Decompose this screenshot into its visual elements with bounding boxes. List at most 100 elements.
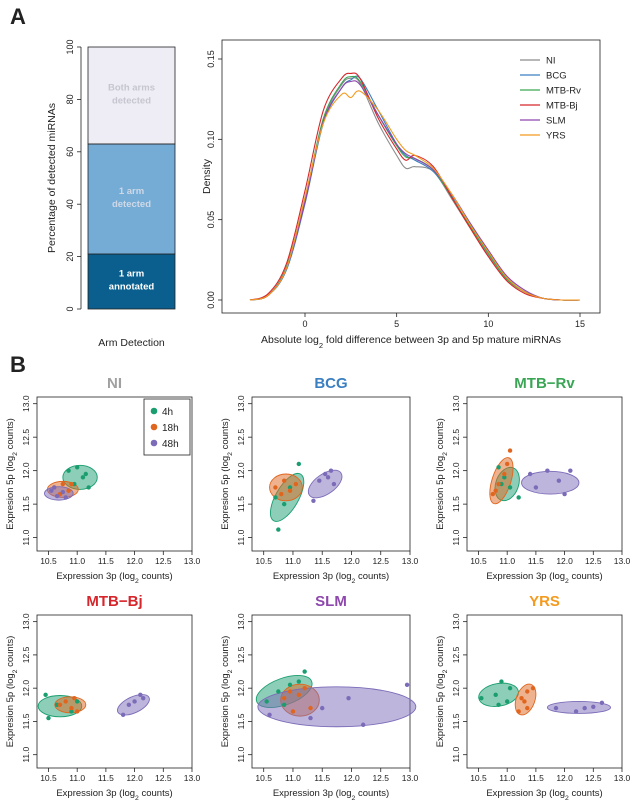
data-point-18h: [273, 485, 278, 490]
y-tick-label: 12.0: [21, 680, 31, 697]
y-tick-label: 60: [65, 147, 75, 157]
x-tick-label: 12.5: [155, 556, 172, 566]
data-point-18h: [60, 481, 66, 487]
data-point-48h: [331, 481, 337, 487]
scatter-panel-YRS: YRS 10.5 11.0 11.5 12.0 12.5 13.0 11.0 11.5 12.0 1…: [435, 593, 631, 800]
y-tick-label: 13.0: [451, 613, 461, 630]
y-tick-label: 11.0: [236, 529, 246, 545]
density-series-line: [249, 75, 581, 301]
x-tick-label: 11.5: [314, 556, 330, 566]
data-point-4h: [516, 495, 521, 500]
data-point-18h: [525, 705, 530, 711]
x-tick-label: 5: [394, 319, 399, 329]
y-axis-label: Expresion 5p (log2 counts): [435, 418, 449, 530]
data-point-4h: [479, 695, 484, 701]
y-tick-label: 11.5: [451, 713, 461, 729]
y-tick-label: 11.0: [236, 746, 246, 762]
data-point-18h: [57, 702, 63, 708]
data-point-48h: [54, 493, 60, 499]
group-ellipse-48h: [307, 469, 343, 499]
data-point-18h: [504, 461, 510, 467]
x-tick-label: 15: [575, 319, 585, 329]
legend-marker: [150, 423, 158, 431]
density-series-line: [249, 77, 581, 301]
y-axis-label: Expresion 5p (log2 counts): [220, 418, 234, 530]
group-ellipse-48h: [117, 694, 150, 716]
x-tick-label: 13.0: [614, 556, 631, 566]
x-tick-label: 13.0: [402, 773, 419, 783]
y-axis-label: Expresion 5p (log2 counts): [5, 636, 19, 748]
x-tick-label: 11.0: [499, 556, 515, 566]
x-axis-label: Expression 3p (log2 counts): [486, 788, 602, 800]
x-tick-label: 11.0: [285, 556, 301, 566]
x-tick-label: 10.5: [255, 556, 272, 566]
y-tick-label: 12.5: [21, 646, 31, 663]
scatter-panels: NI 10.5 11.0 11.5 12.0 12.5 13.0 11.0 11.5 12.0 12…: [5, 375, 631, 800]
data-point-48h: [141, 695, 146, 701]
x-tick-label: 10.5: [255, 773, 272, 783]
data-point-48h: [591, 704, 596, 709]
y-tick-label: 20: [65, 252, 75, 262]
y-tick-label: 80: [65, 94, 75, 104]
x-tick-label: 10.5: [470, 773, 487, 783]
data-point-48h: [320, 705, 325, 711]
data-point-18h: [281, 478, 287, 483]
data-point-48h: [49, 488, 54, 493]
y-tick-label: 11.5: [21, 713, 31, 729]
x-axis-label: Expression 3p (log2 counts): [486, 571, 602, 585]
data-point-4h: [276, 527, 281, 532]
data-point-18h: [296, 692, 302, 698]
data-point-48h: [328, 468, 334, 473]
x-tick-label: 12.0: [126, 556, 143, 566]
density-chart: 0 5 10 15 0.00 0.05 0.10 0.15 Density Absolute lo…: [201, 39, 601, 350]
data-point-4h: [507, 485, 513, 490]
x-tick-label: 13.0: [184, 556, 201, 566]
data-point-48h: [404, 682, 410, 688]
data-point-4h: [66, 468, 71, 473]
data-point-18h: [490, 491, 496, 497]
data-point-48h: [533, 485, 539, 490]
data-point-4h: [502, 475, 507, 480]
panel-title: YRS: [529, 593, 560, 610]
y-tick-label: 12.5: [236, 646, 246, 663]
plot-frame: [466, 396, 623, 552]
density-series-line: [249, 80, 581, 301]
bar-segment: [87, 143, 176, 255]
legend-label: MTB-Rv: [546, 86, 581, 97]
y-tick-label: 11.0: [451, 746, 461, 762]
data-point-48h: [556, 478, 562, 483]
y-axis-label: Density: [201, 158, 213, 194]
x-tick-label: 11.0: [69, 773, 85, 783]
panel-title: SLM: [315, 593, 347, 610]
legend-label: 48h: [162, 439, 179, 450]
data-point-4h: [507, 685, 513, 691]
data-point-48h: [311, 498, 316, 503]
y-tick-label: 12.5: [236, 429, 246, 446]
density-series-line: [249, 75, 581, 301]
y-tick-label: 13.0: [451, 395, 461, 412]
data-point-48h: [346, 695, 351, 701]
x-tick-label: 12.5: [372, 773, 389, 783]
data-point-48h: [322, 471, 328, 477]
data-point-18h: [525, 689, 530, 694]
x-tick-label: 12.0: [556, 773, 573, 783]
data-point-48h: [527, 471, 533, 477]
data-point-48h: [132, 699, 137, 704]
data-point-18h: [69, 705, 74, 711]
data-point-18h: [74, 709, 80, 714]
x-tick-label: 10.5: [470, 556, 487, 566]
y-tick-label: 13.0: [21, 613, 31, 630]
data-point-18h: [493, 488, 498, 493]
data-point-4h: [493, 692, 498, 698]
x-tick-label: 10.5: [40, 773, 57, 783]
y-tick-label: 12.0: [451, 462, 461, 479]
y-tick-label: 12.5: [451, 429, 461, 446]
x-tick-label: 11.0: [499, 773, 515, 783]
x-tick-label: 12.0: [343, 773, 360, 783]
data-point-48h: [360, 722, 366, 727]
legend-marker: [150, 407, 158, 415]
x-tick-label: 12.5: [585, 556, 602, 566]
density-series-line: [249, 72, 581, 301]
data-point-4h: [504, 699, 510, 704]
x-axis-label: Expression 3p (log2 counts): [273, 571, 389, 585]
